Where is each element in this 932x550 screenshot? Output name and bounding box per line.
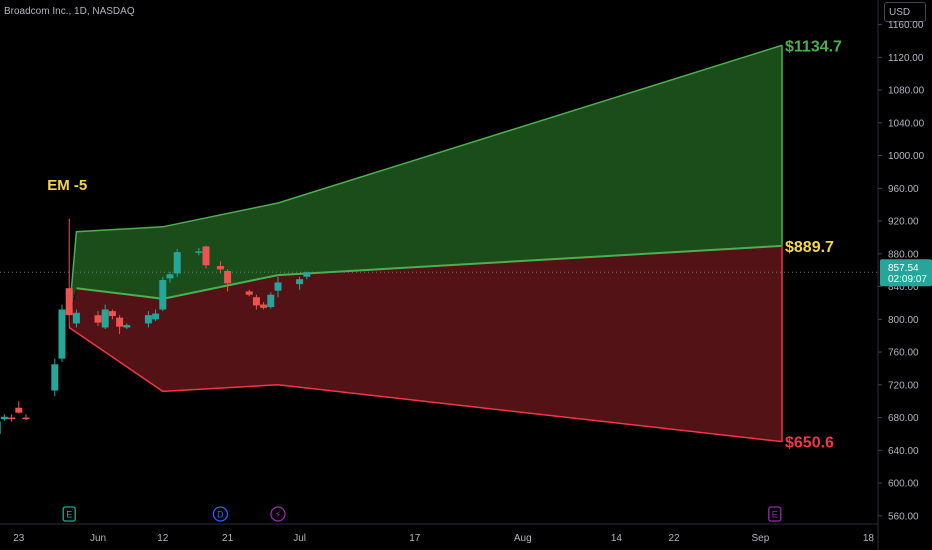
x-tick-label: 23 xyxy=(13,533,25,544)
y-tick-label: 800.00 xyxy=(888,315,919,326)
y-tick-label: 840.00 xyxy=(888,282,919,293)
candle-body xyxy=(15,407,23,413)
y-tick-label: 600.00 xyxy=(888,479,919,490)
candle-body xyxy=(101,309,109,328)
y-tick-label: 640.00 xyxy=(888,446,919,457)
upper-band-line xyxy=(68,44,783,315)
candle-body xyxy=(0,416,8,420)
x-tick-label: 14 xyxy=(611,533,623,544)
dividend-icon[interactable]: D xyxy=(212,506,229,522)
y-tick-label: 680.00 xyxy=(888,413,919,424)
x-tick-label: 21 xyxy=(222,533,234,544)
candle-body xyxy=(58,309,66,359)
upper-expected-move-zone xyxy=(69,45,782,315)
last-price-value: 857.54 xyxy=(888,263,919,274)
upper-target-label: $1134.7 xyxy=(785,38,842,55)
split-icon[interactable]: ⚡ xyxy=(270,506,286,522)
y-tick-label: 720.00 xyxy=(888,380,919,391)
marker-outline xyxy=(270,506,286,522)
candle-body xyxy=(245,291,253,295)
marker-outline xyxy=(62,506,76,522)
candle-body xyxy=(274,282,282,291)
last-price-tag-bg xyxy=(880,259,932,287)
x-tick-label: Sep xyxy=(752,533,770,544)
x-tick-label: Jun xyxy=(90,533,106,544)
em-label: EM -5 xyxy=(47,177,87,194)
candle-body xyxy=(195,251,203,253)
candle-body xyxy=(144,315,152,324)
marker-glyph: E xyxy=(66,510,72,520)
candle-body xyxy=(216,266,224,270)
marker-glyph: ⚡ xyxy=(275,510,281,520)
y-tick-label: 960.00 xyxy=(888,184,919,195)
marker-glyph: E xyxy=(772,510,778,520)
earnings-icon[interactable]: E xyxy=(768,506,782,522)
candle-body xyxy=(202,246,210,266)
candle-body xyxy=(116,317,124,327)
mid-target-label: $889.7 xyxy=(785,239,834,256)
x-tick-label: 18 xyxy=(863,533,875,544)
countdown-timer: 02:09:07 xyxy=(888,274,927,285)
candle-body xyxy=(173,252,181,274)
y-tick-label: 880.00 xyxy=(888,249,919,260)
candle-body xyxy=(72,312,80,324)
x-tick-label: 22 xyxy=(668,533,680,544)
lower-target-label: $650.6 xyxy=(785,435,834,452)
y-tick-label: 1040.00 xyxy=(888,118,925,129)
lower-expected-move-zone xyxy=(69,245,782,442)
candle-body xyxy=(94,315,102,323)
marker-outline xyxy=(768,506,782,522)
candle-body xyxy=(166,274,174,279)
candle-body xyxy=(8,417,16,420)
x-tick-label: 17 xyxy=(409,533,421,544)
y-tick-label: 1120.00 xyxy=(888,53,924,64)
y-tick-label: 760.00 xyxy=(888,348,919,359)
earnings-icon[interactable]: E xyxy=(62,506,76,522)
mid-band-line xyxy=(76,244,783,300)
candle-body xyxy=(296,279,304,285)
y-tick-label: 1000.00 xyxy=(888,151,925,162)
lower-band-line xyxy=(68,326,783,443)
x-tick-label: 12 xyxy=(157,533,169,544)
candle-body xyxy=(65,288,73,316)
candle-body xyxy=(267,294,275,308)
x-tick-label: Jul xyxy=(293,533,306,544)
candle-body xyxy=(0,421,1,434)
currency-button[interactable]: USD xyxy=(884,2,926,22)
candle-body xyxy=(22,417,30,420)
y-tick-label: 1160.00 xyxy=(888,20,924,31)
candle-body xyxy=(260,304,268,308)
y-tick-label: 1080.00 xyxy=(888,86,925,97)
candle-body xyxy=(159,280,167,310)
candle-body xyxy=(123,325,131,328)
candle-body xyxy=(303,272,311,277)
x-tick-label: Aug xyxy=(514,533,532,544)
y-tick-label: 920.00 xyxy=(888,217,919,228)
candle-body xyxy=(252,297,260,306)
candle-body xyxy=(224,271,232,284)
marker-outline xyxy=(212,506,229,522)
marker-glyph: D xyxy=(217,510,224,520)
y-tick-label: 560.00 xyxy=(888,511,919,522)
candle-body xyxy=(152,313,160,320)
symbol-title: Broadcom Inc., 1D, NASDAQ xyxy=(4,6,135,17)
candle-body xyxy=(51,364,59,391)
candle-body xyxy=(108,311,116,317)
